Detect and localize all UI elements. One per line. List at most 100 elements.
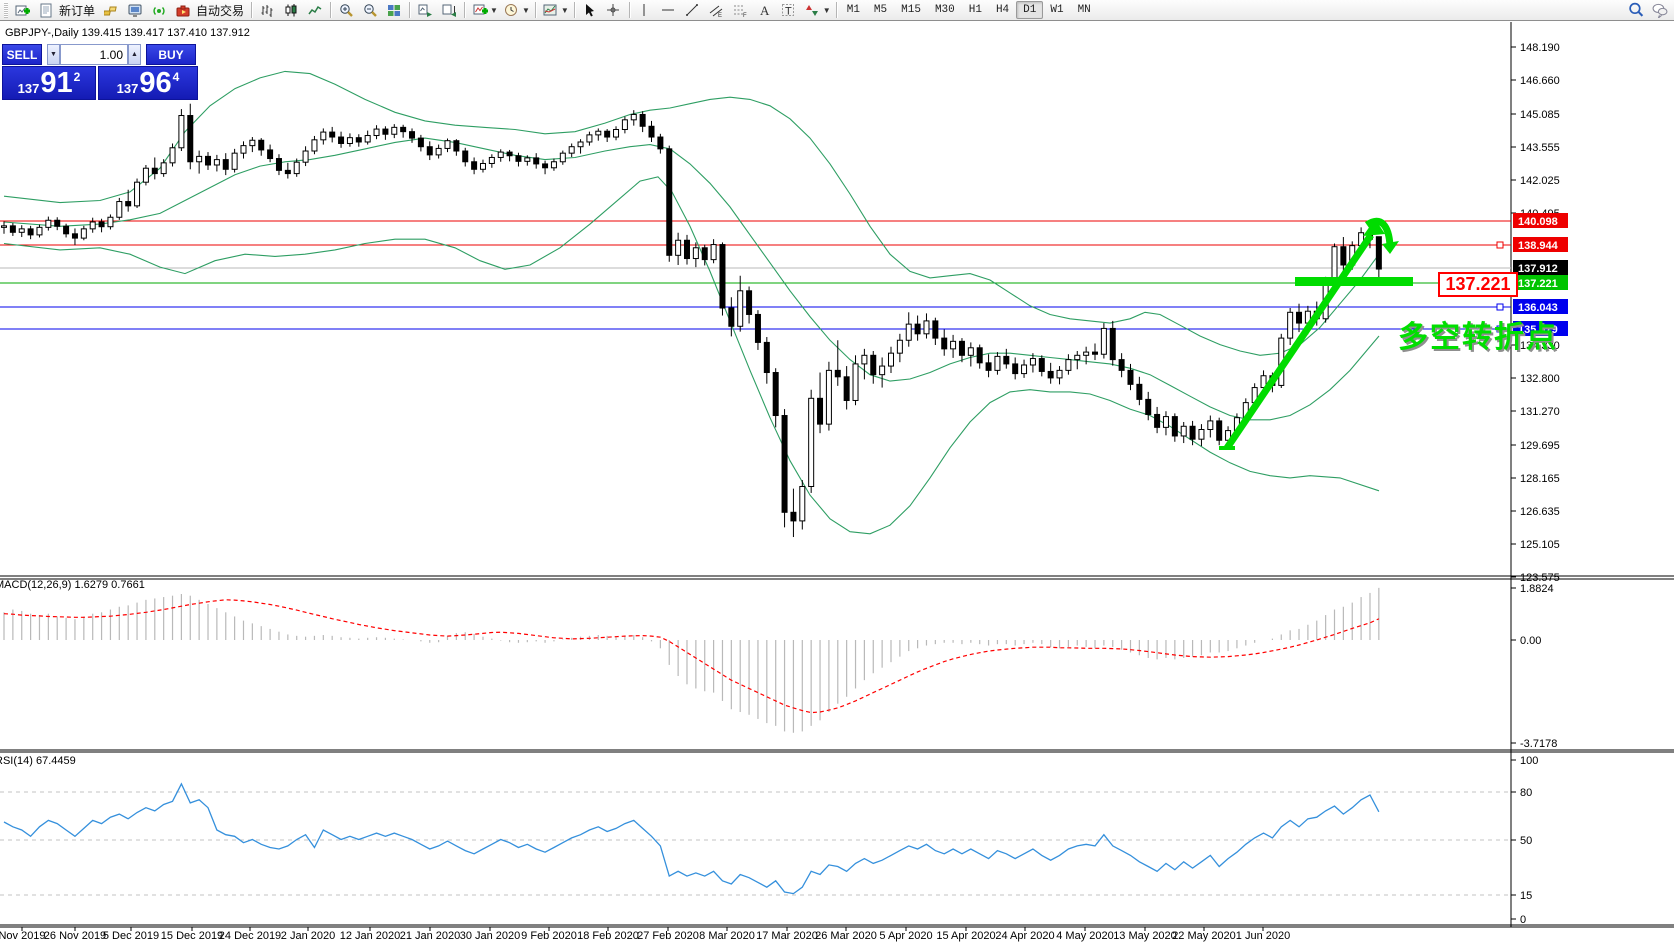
auto-scroll-icon[interactable] — [413, 0, 437, 21]
arrows-icon-dropdown[interactable]: ▼ — [822, 5, 831, 15]
rsi-indicator-label: RSI(14) 67.4459 — [0, 755, 76, 767]
sell-price-point: 2 — [73, 70, 81, 84]
toolbar-separator — [330, 2, 332, 18]
timeframe-h4-button[interactable]: H4 — [995, 4, 1010, 16]
search-icon[interactable] — [1624, 0, 1648, 21]
svg-text:T: T — [785, 5, 792, 17]
indicators-icon[interactable] — [468, 0, 492, 21]
new-order-button[interactable] — [34, 0, 58, 21]
crosshair-icon[interactable] — [602, 0, 626, 21]
sell-button[interactable]: SELL — [2, 44, 42, 65]
chart-shift-icon[interactable] — [437, 0, 461, 21]
toolbar-grip[interactable] — [4, 2, 8, 18]
svg-text:2 Jan 2020: 2 Jan 2020 — [281, 930, 335, 942]
svg-text:15 Dec 2019: 15 Dec 2019 — [161, 930, 223, 942]
arrows-icon[interactable] — [801, 0, 825, 21]
sell-price-figure: 137 — [17, 81, 40, 96]
indicators-icon-dropdown[interactable]: ▼ — [490, 5, 498, 15]
toolbar-separator — [251, 2, 253, 18]
timeframe-mn-button[interactable]: MN — [1077, 4, 1091, 16]
buy-price[interactable]: 137 96 4 — [98, 66, 198, 100]
chart-canvas[interactable]: 148.190146.660145.085143.555142.025140.4… — [0, 22, 1674, 945]
toolbar-separator — [835, 2, 837, 18]
timeframe-m30-button[interactable]: M30 — [934, 4, 955, 16]
cursor-icon[interactable] — [578, 0, 602, 21]
line-chart-icon[interactable] — [303, 0, 327, 21]
terminal-icon[interactable] — [123, 0, 147, 21]
periods-icon[interactable] — [500, 0, 524, 21]
timeframe-m5-button[interactable]: M5 — [873, 4, 888, 16]
svg-text:146.660: 146.660 — [1520, 75, 1560, 87]
toolbar-separator — [464, 2, 466, 18]
text-icon[interactable]: A — [753, 0, 777, 21]
tile-windows-icon[interactable] — [382, 0, 406, 21]
timeframe-h1-button[interactable]: H1 — [968, 4, 982, 16]
svg-text:1 Jun 2020: 1 Jun 2020 — [1236, 930, 1290, 942]
svg-text:135.079: 135.079 — [1518, 324, 1558, 336]
toolbar-separator — [534, 2, 536, 18]
gold-icon[interactable] — [99, 0, 123, 21]
svg-text:1.8824: 1.8824 — [1520, 583, 1554, 595]
svg-text:80: 80 — [1520, 787, 1532, 799]
svg-text:132.800: 132.800 — [1520, 373, 1560, 385]
svg-text:18 Feb 2020: 18 Feb 2020 — [577, 930, 639, 942]
timeframe-m1-button[interactable]: M1 — [846, 4, 860, 16]
signal-icon[interactable] — [147, 0, 171, 21]
main-toolbar: 新订单 自动交易 ▼ ▼ ▼ E F A T ▼ M1 M5 M15 M30 H1 H4 D1 W1 MN — [0, 0, 1674, 21]
timeframe-d1-button[interactable]: D1 — [1016, 1, 1044, 19]
candlestick-chart-icon[interactable] — [279, 0, 303, 21]
svg-text:30 Jan 2020: 30 Jan 2020 — [460, 930, 521, 942]
svg-text:26 Mar 2020: 26 Mar 2020 — [815, 930, 877, 942]
timeframe-m15-button[interactable]: M15 — [901, 4, 921, 16]
pivot-annotation-text[interactable]: 多空转折点 — [1398, 321, 1558, 354]
svg-text:24 Dec 2019: 24 Dec 2019 — [219, 930, 281, 942]
toolbar-separator — [409, 2, 411, 18]
svg-text:22 May 2020: 22 May 2020 — [1172, 930, 1236, 942]
buy-price-point: 4 — [172, 70, 180, 84]
lot-size-input[interactable] — [60, 44, 128, 65]
horizontal-line-icon[interactable] — [657, 0, 681, 21]
timeframe-w1-button[interactable]: W1 — [1050, 4, 1064, 16]
autotrading-button[interactable] — [171, 0, 195, 21]
chat-icon[interactable] — [1648, 0, 1672, 21]
zoom-out-icon[interactable] — [358, 0, 382, 21]
svg-text:137.221: 137.221 — [1518, 278, 1558, 290]
new-chart-icon[interactable] — [10, 0, 34, 21]
svg-text:123.575: 123.575 — [1520, 572, 1560, 584]
macd-indicator-label: MACD(12,26,9) 1.6279 0.7661 — [0, 579, 145, 591]
lot-increase-button[interactable]: ▲ — [128, 44, 141, 65]
channel-icon[interactable]: E — [705, 0, 729, 21]
bar-chart-icon[interactable] — [255, 0, 279, 21]
svg-text:5 Apr 2020: 5 Apr 2020 — [879, 930, 932, 942]
fibonacci-icon[interactable]: F — [729, 0, 753, 21]
svg-text:131.270: 131.270 — [1520, 406, 1560, 418]
svg-text:148.190: 148.190 — [1520, 42, 1560, 54]
sell-price[interactable]: 137 91 2 — [2, 66, 96, 100]
price-level-callout[interactable]: 137.221 — [1438, 272, 1518, 297]
bullish-trend-arrow — [1224, 233, 1374, 450]
buy-price-figure: 137 — [116, 81, 139, 96]
zoom-in-icon[interactable] — [334, 0, 358, 21]
svg-text:-3.7178: -3.7178 — [1520, 738, 1557, 750]
new-order-button-label[interactable]: 新订单 — [59, 3, 96, 18]
pullback-hook-arrow — [1364, 217, 1394, 247]
toolbar-separator — [628, 2, 630, 18]
text-label-icon[interactable]: T — [777, 0, 801, 21]
vertical-line-icon[interactable] — [633, 0, 657, 21]
template-icon[interactable] — [539, 0, 563, 21]
svg-text:21 Jan 2020: 21 Jan 2020 — [400, 930, 461, 942]
trendline-icon[interactable] — [681, 0, 705, 21]
autotrading-button-label[interactable]: 自动交易 — [196, 3, 245, 18]
chart-ohlc-title: GBPJPY-,Daily 139.415 139.417 137.410 13… — [5, 27, 250, 39]
svg-text:Nov 2019: Nov 2019 — [0, 930, 46, 942]
periods-icon-dropdown[interactable]: ▼ — [521, 5, 530, 15]
buy-button[interactable]: BUY — [146, 44, 196, 65]
svg-text:4 May 2020: 4 May 2020 — [1056, 930, 1113, 942]
lot-decrease-button[interactable]: ▼ — [47, 44, 60, 65]
svg-text:145.085: 145.085 — [1520, 109, 1560, 121]
svg-text:17 Mar 2020: 17 Mar 2020 — [756, 930, 818, 942]
svg-text:5 Dec 2019: 5 Dec 2019 — [103, 930, 159, 942]
svg-text:15: 15 — [1520, 890, 1532, 902]
svg-text:0: 0 — [1520, 914, 1526, 926]
template-icon-dropdown[interactable]: ▼ — [560, 5, 569, 15]
